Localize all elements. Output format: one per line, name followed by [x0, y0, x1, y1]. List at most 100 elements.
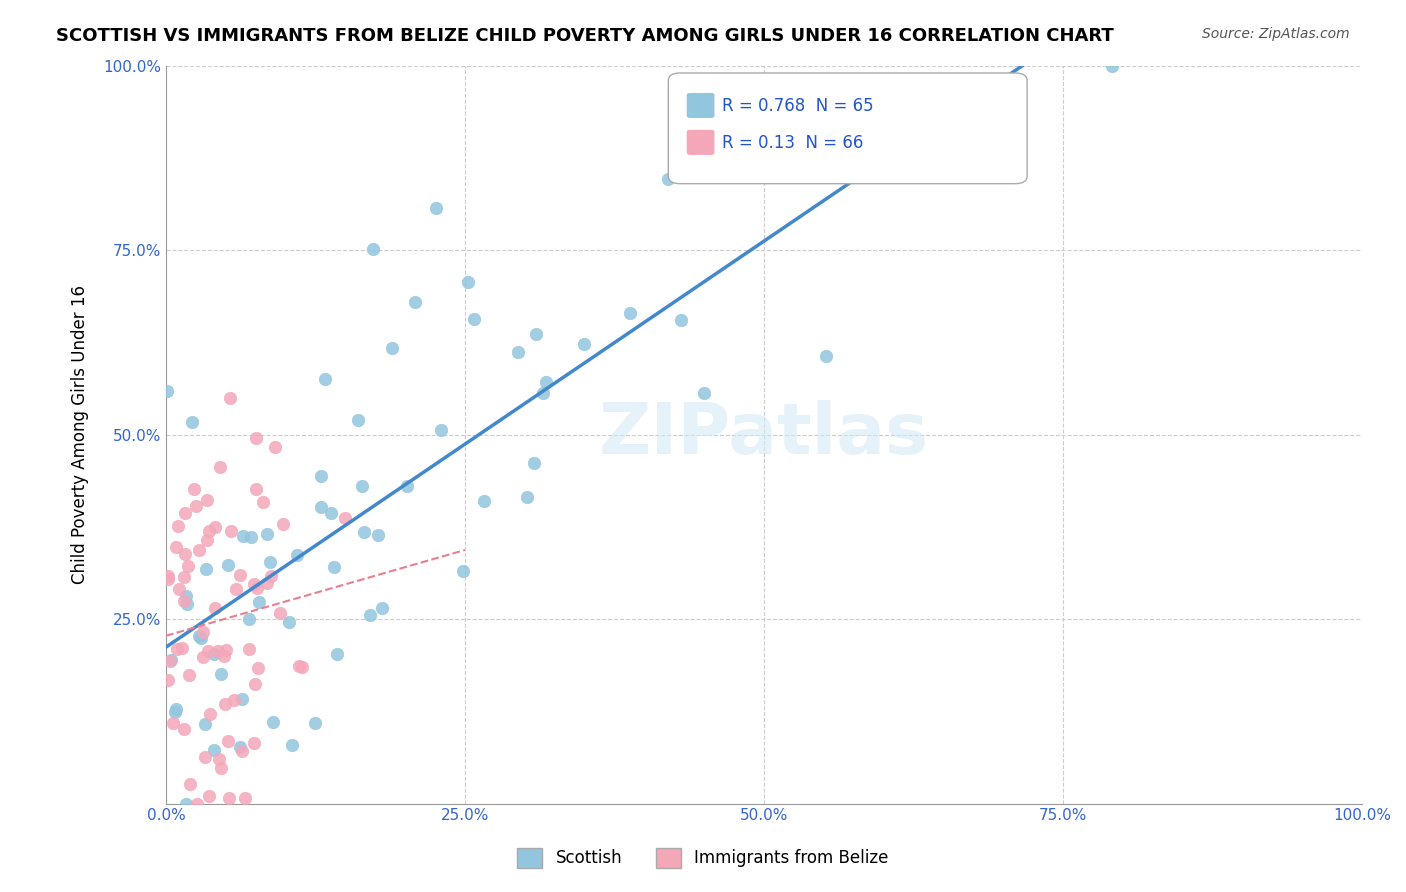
Point — [239, 530, 262, 544]
Point — [184, 500, 207, 514]
Point — [181, 415, 204, 429]
Point — [238, 612, 260, 626]
Point — [163, 705, 186, 719]
Point — [231, 692, 253, 706]
Point — [776, 159, 799, 173]
Point — [453, 564, 475, 578]
Point — [472, 494, 495, 508]
Point — [204, 519, 226, 533]
Point — [657, 172, 679, 186]
Point — [347, 413, 370, 427]
Point — [218, 790, 240, 805]
FancyBboxPatch shape — [688, 94, 714, 117]
Point — [323, 559, 346, 574]
Point — [174, 589, 197, 603]
Point — [243, 736, 266, 750]
Point — [183, 483, 205, 497]
Point — [209, 666, 232, 681]
Point — [217, 734, 239, 748]
Point — [309, 469, 332, 483]
Point — [165, 701, 187, 715]
Point — [285, 548, 308, 562]
Point — [333, 511, 356, 525]
Point — [515, 490, 537, 504]
Text: SCOTTISH VS IMMIGRANTS FROM BELIZE CHILD POVERTY AMONG GIRLS UNDER 16 CORRELATIO: SCOTTISH VS IMMIGRANTS FROM BELIZE CHILD… — [56, 27, 1114, 45]
Point — [326, 647, 349, 661]
Point — [245, 676, 267, 690]
Point — [191, 625, 214, 640]
Point — [208, 459, 231, 474]
Point — [173, 722, 195, 736]
Point — [194, 750, 217, 764]
Point — [669, 312, 692, 326]
Point — [531, 386, 554, 401]
Point — [271, 517, 294, 532]
Point — [222, 692, 245, 706]
Point — [291, 660, 314, 674]
Point — [359, 607, 381, 622]
FancyBboxPatch shape — [688, 130, 714, 154]
Text: R = 0.13  N = 66: R = 0.13 N = 66 — [723, 134, 863, 153]
Point — [262, 715, 284, 730]
Point — [245, 482, 267, 496]
Point — [197, 644, 219, 658]
Point — [252, 495, 274, 509]
Point — [288, 658, 311, 673]
Point — [156, 384, 179, 399]
Point — [319, 507, 342, 521]
Point — [523, 456, 546, 470]
Point — [280, 738, 302, 752]
Point — [202, 647, 225, 661]
Point — [202, 743, 225, 757]
Point — [194, 562, 217, 576]
Point — [246, 581, 269, 595]
Point — [219, 391, 242, 405]
Point — [534, 376, 557, 390]
Text: ZIPatlas: ZIPatlas — [599, 401, 929, 469]
Point — [173, 507, 195, 521]
Point — [166, 641, 188, 656]
Point — [214, 642, 236, 657]
Point — [157, 569, 180, 583]
Point — [231, 744, 253, 758]
Point — [195, 533, 218, 548]
Point — [238, 641, 260, 656]
Point — [247, 594, 270, 608]
Point — [619, 306, 641, 320]
Point — [269, 606, 291, 620]
Point — [225, 582, 247, 597]
Text: Source: ZipAtlas.com: Source: ZipAtlas.com — [1202, 27, 1350, 41]
Point — [177, 667, 200, 681]
Point — [371, 600, 394, 615]
Point — [217, 558, 239, 573]
Point — [172, 640, 194, 655]
Point — [259, 569, 281, 583]
Point — [350, 479, 373, 493]
Point — [167, 582, 190, 596]
Point — [309, 500, 332, 515]
Point — [159, 653, 181, 667]
Point — [1101, 59, 1123, 73]
Point — [157, 673, 180, 687]
Point — [162, 716, 184, 731]
Point — [526, 326, 548, 341]
Point — [195, 493, 218, 508]
Point — [304, 716, 326, 731]
Point — [256, 526, 278, 541]
Point — [177, 559, 200, 574]
Point — [207, 643, 229, 657]
Point — [198, 524, 221, 539]
Point — [197, 789, 219, 803]
Point — [212, 649, 235, 664]
Point — [381, 341, 404, 355]
Point — [208, 752, 231, 766]
Point — [233, 790, 256, 805]
Point — [367, 528, 389, 542]
Point — [425, 202, 447, 216]
Point — [174, 547, 197, 561]
Text: R = 0.768  N = 65: R = 0.768 N = 65 — [723, 97, 873, 115]
Legend: Scottish, Immigrants from Belize: Scottish, Immigrants from Belize — [510, 841, 896, 875]
Point — [221, 524, 243, 539]
Point — [508, 344, 530, 359]
Point — [165, 540, 187, 554]
